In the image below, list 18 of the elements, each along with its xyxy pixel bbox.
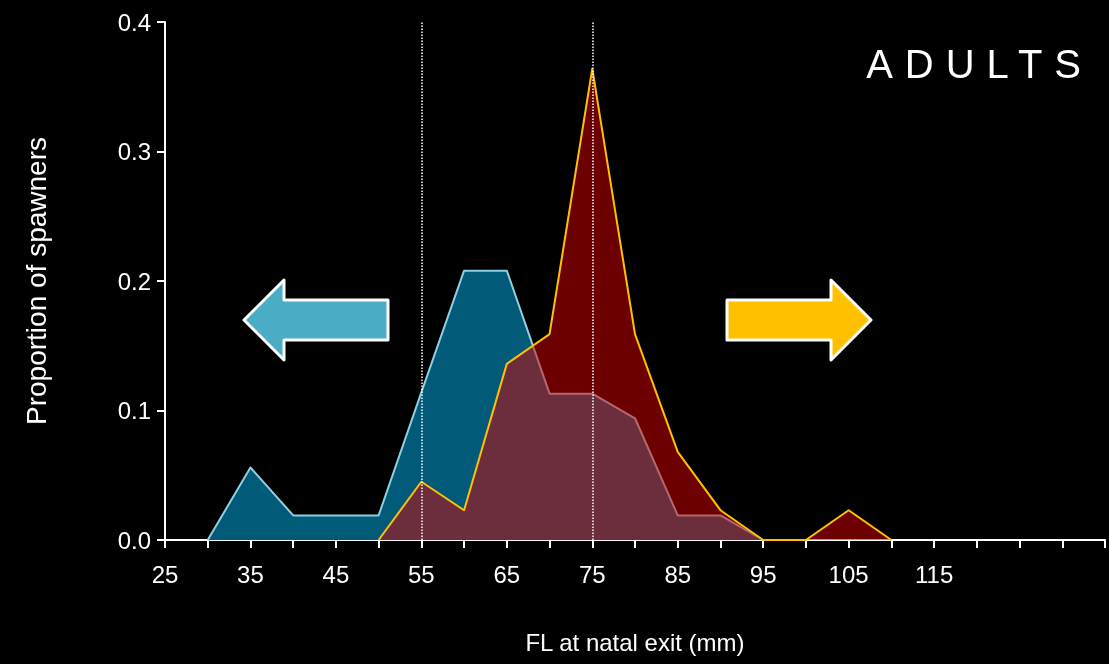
x-tick-label: 75 — [578, 560, 606, 588]
y-tick-label: 0.2 — [117, 267, 151, 295]
y-tick-label: 0.1 — [117, 397, 151, 424]
x-tick-label: 35 — [237, 560, 264, 588]
x-axis-title: FL at natal exit (mm) — [525, 628, 745, 656]
x-tick-label: 65 — [493, 560, 521, 588]
x-tick-label: 45 — [322, 560, 350, 588]
x-tick-label: 115 — [914, 560, 954, 588]
y-tick-label: 0.3 — [117, 138, 151, 165]
y-axis-title: Proportion of spawners — [20, 137, 52, 425]
x-tick-label: 55 — [408, 560, 435, 588]
y-tick-label: 0.0 — [117, 526, 151, 554]
x-tick-label: 95 — [749, 560, 777, 588]
x-tick-label: 25 — [151, 560, 179, 588]
x-tick-label: 105 — [828, 560, 869, 588]
y-tick-label: 0.4 — [117, 8, 151, 36]
x-tick-label: 85 — [664, 560, 692, 588]
annotation: ADULTS — [866, 42, 1093, 87]
